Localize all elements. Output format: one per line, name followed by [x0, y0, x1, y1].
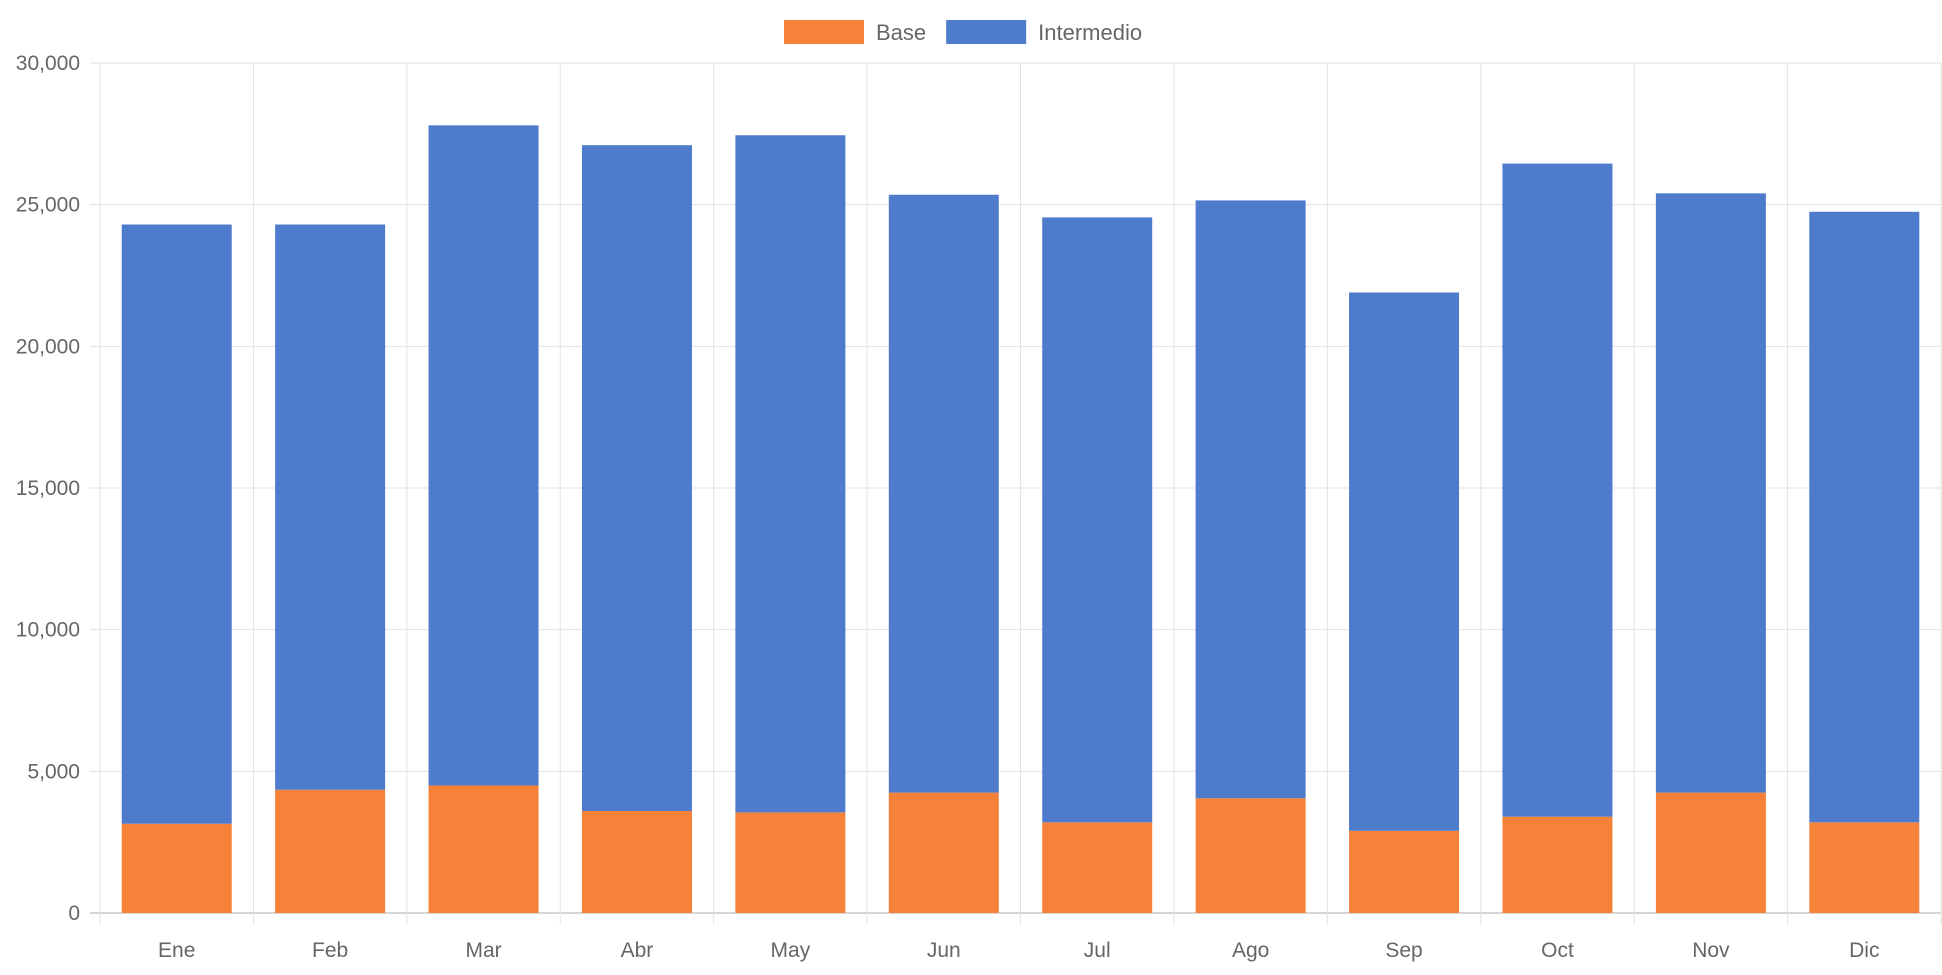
bar-base-nov: [1655, 792, 1766, 913]
bar-intermedio-may: [735, 135, 846, 813]
bar-intermedio-dic: [1809, 211, 1920, 823]
x-tick-label: Ene: [158, 939, 195, 962]
bar-base-ene: [121, 823, 232, 913]
bar-intermedio-oct: [1502, 163, 1613, 817]
bar-base-oct: [1502, 816, 1613, 913]
bar-base-abr: [581, 811, 692, 913]
bar-base-sep: [1349, 830, 1460, 913]
legend-swatch-base: [784, 20, 864, 44]
y-tick-label: 10,000: [16, 619, 80, 642]
y-tick-label: 5,000: [27, 760, 80, 783]
x-tick-label: Nov: [1692, 939, 1730, 962]
y-tick-label: 30,000: [16, 52, 80, 75]
bar-intermedio-mar: [428, 125, 539, 786]
bar-intermedio-feb: [275, 224, 386, 790]
bar-base-mar: [428, 785, 539, 913]
y-tick-label: 20,000: [16, 335, 80, 358]
bar-base-jun: [888, 792, 999, 913]
y-tick-label: 0: [68, 902, 80, 925]
legend-label-base: Base: [876, 20, 926, 45]
x-tick-label: Dic: [1849, 939, 1879, 962]
x-tick-label: Oct: [1541, 939, 1574, 962]
bar-intermedio-ene: [121, 224, 232, 824]
bar-intermedio-sep: [1349, 292, 1460, 831]
bar-base-ago: [1195, 798, 1306, 913]
bar-intermedio-ago: [1195, 200, 1306, 799]
y-tick-label: 15,000: [16, 477, 80, 500]
y-tick-label: 25,000: [16, 194, 80, 217]
x-tick-label: Ago: [1232, 939, 1269, 962]
bar-intermedio-nov: [1655, 193, 1766, 793]
bar-intermedio-jul: [1042, 217, 1153, 823]
bar-base-jul: [1042, 822, 1153, 913]
x-tick-label: Jul: [1084, 939, 1111, 962]
x-tick-label: Sep: [1385, 939, 1422, 962]
legend-swatch-intermedio: [946, 20, 1027, 44]
bar-base-dic: [1809, 822, 1920, 913]
bar-base-may: [735, 812, 846, 913]
x-tick-label: Feb: [312, 939, 348, 962]
bar-intermedio-abr: [581, 145, 692, 811]
bar-base-feb: [275, 789, 386, 913]
x-tick-label: May: [771, 939, 811, 962]
x-tick-label: Abr: [621, 939, 654, 962]
x-tick-label: Mar: [465, 939, 501, 962]
bar-intermedio-jun: [888, 194, 999, 793]
legend-label-intermedio: Intermedio: [1038, 20, 1142, 45]
x-tick-label: Jun: [927, 939, 961, 962]
